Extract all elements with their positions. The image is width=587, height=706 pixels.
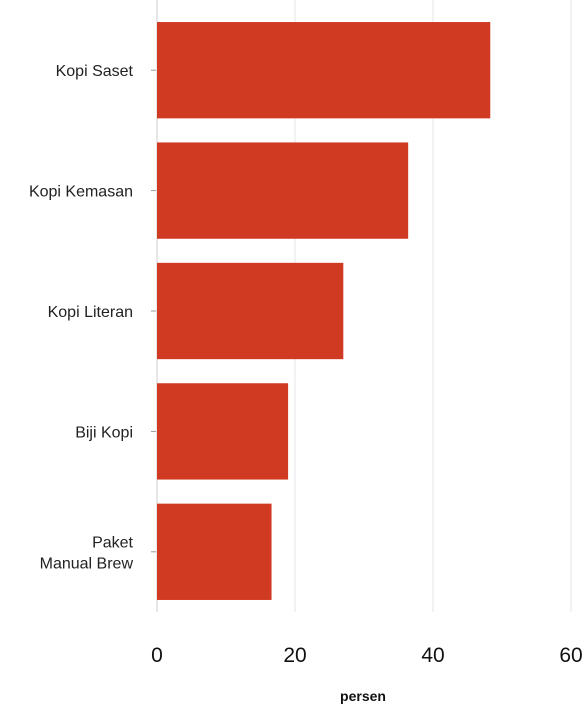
bar	[157, 503, 272, 600]
x-tick-label: 40	[421, 644, 444, 667]
bar	[157, 22, 491, 119]
category-label: Biji Kopi	[75, 424, 133, 441]
x-tick-label: 60	[559, 644, 582, 667]
x-tick-labels: 0 20 40 60	[151, 644, 583, 667]
category-label: Kopi Literan	[48, 304, 133, 321]
x-tick-label: 20	[283, 644, 306, 667]
bar	[157, 262, 344, 360]
category-label: Kopi Kemasan	[29, 184, 133, 201]
bar	[157, 383, 289, 480]
category-label: Paket Manual Brew	[40, 534, 134, 572]
category-label: Kopi Saset	[56, 63, 134, 80]
bar	[157, 142, 409, 239]
x-tick-label: 0	[151, 644, 163, 667]
category-labels: Kopi Saset Kopi Kemasan Kopi Literan Biji K…	[29, 63, 156, 572]
bars	[157, 22, 491, 600]
x-axis-title: persen	[340, 688, 386, 704]
